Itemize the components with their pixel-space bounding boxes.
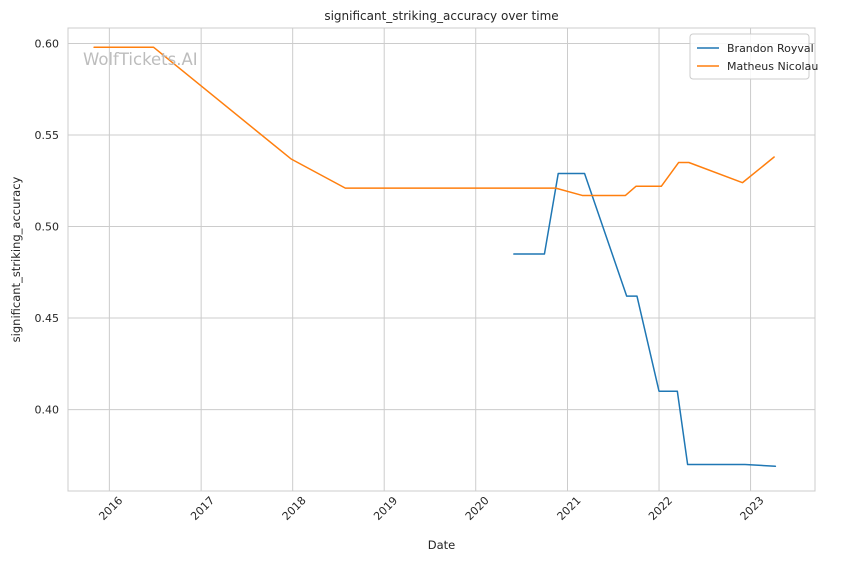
y-axis-label: significant_striking_accuracy [9,176,23,342]
legend-entry-label: Brandon Royval [727,42,814,55]
y-tick-label: 0.45 [35,312,60,325]
y-axis-ticks: 0.40 0.45 0.50 0.55 0.60 [35,38,60,417]
legend-entry-label: Matheus Nicolau [727,60,818,73]
watermark-text: WolfTickets.AI [83,50,198,69]
legend-box [689,33,810,80]
x-axis-label: Date [428,538,456,552]
series-line-matheus-nicolau [93,46,775,197]
y-tick-label: 0.40 [35,404,60,417]
y-tick-label: 0.50 [35,221,60,234]
y-tick-label: 0.60 [35,38,60,51]
legend: Brandon Royval Matheus Nicolau [689,33,818,80]
plot-area-frame [67,27,816,492]
chart-title: significant_striking_accuracy over time [324,9,558,23]
series-line-brandon-royval [513,172,777,468]
series-layer [93,46,777,468]
y-tick-label: 0.55 [35,129,60,142]
